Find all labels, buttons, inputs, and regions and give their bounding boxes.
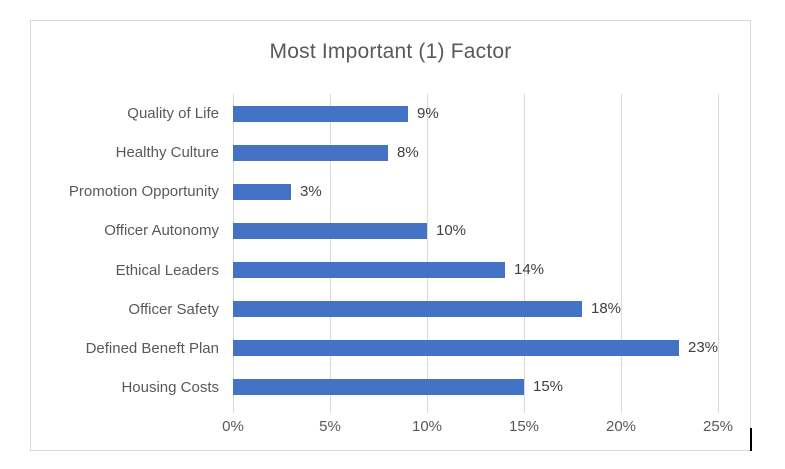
bar	[233, 262, 505, 278]
bar	[233, 145, 388, 161]
x-axis-tick-label: 5%	[319, 418, 341, 435]
text-cursor	[750, 428, 752, 451]
bar-value-label: 3%	[300, 183, 322, 200]
bar	[233, 379, 524, 395]
category-label: Ethical Leaders	[115, 261, 219, 279]
bar	[233, 340, 679, 356]
gridline	[621, 94, 622, 413]
category-label: Officer Safety	[128, 300, 219, 318]
bar	[233, 301, 582, 317]
bar	[233, 106, 408, 122]
gridline	[524, 94, 525, 413]
bar-value-label: 14%	[514, 261, 545, 278]
bar-value-label: 9%	[417, 105, 439, 122]
gridline	[233, 94, 234, 413]
category-label: Housing Costs	[121, 378, 219, 396]
gridline	[427, 94, 428, 413]
chart-title: Most Important (1) Factor	[269, 40, 512, 63]
category-label: Defined Beneft Plan	[85, 339, 219, 357]
chart-frame[interactable]: Most Important (1) Factor 9% 8% 3% 10% 14% 18…	[30, 20, 751, 451]
category-label: Promotion Opportunity	[68, 183, 219, 201]
bar-value-label: 15%	[533, 378, 564, 395]
bar-value-label: 10%	[436, 222, 467, 239]
bar-value-label: 23%	[688, 339, 719, 356]
gridline	[330, 94, 331, 413]
category-axis: Quality of Life Healthy Culture Promotion …	[37, 94, 219, 407]
category-label: Officer Autonomy	[104, 222, 219, 240]
plot-area: 9% 8% 3% 10% 14% 18% 23% 15%	[233, 94, 719, 413]
category-label: Quality of Life	[127, 105, 219, 123]
category-label: Healthy Culture	[115, 144, 219, 162]
x-axis-tick-label: 10%	[411, 418, 443, 435]
value-axis: 0% 5% 10% 15% 20% 25%	[222, 418, 733, 440]
x-axis-tick-label: 0%	[222, 418, 244, 435]
x-axis-tick-label: 15%	[508, 418, 540, 435]
bar-value-label: 18%	[591, 300, 622, 317]
bar-value-label: 8%	[397, 144, 419, 161]
bar	[233, 223, 427, 239]
bar	[233, 184, 291, 200]
x-axis-tick-label: 25%	[702, 418, 734, 435]
gridline	[718, 94, 719, 413]
x-axis-tick-label: 20%	[605, 418, 637, 435]
